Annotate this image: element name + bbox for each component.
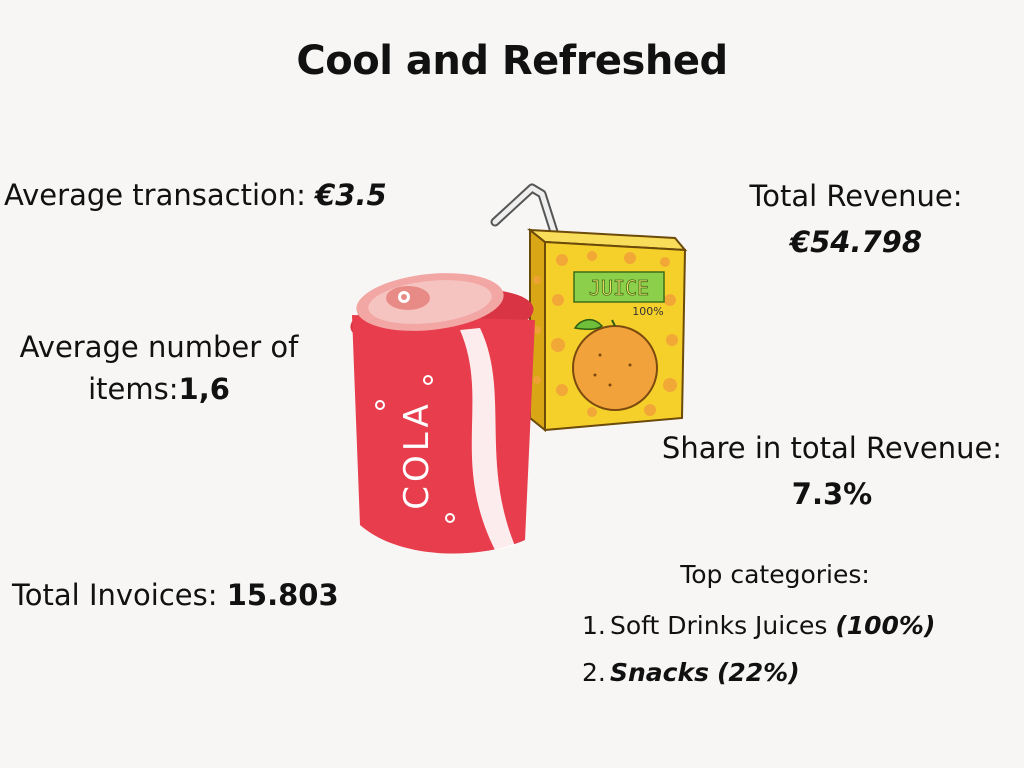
page-title: Cool and Refreshed xyxy=(296,38,728,84)
top-categories-title: Top categories: xyxy=(680,560,870,589)
total-revenue-value: €54.798 xyxy=(789,225,923,260)
list-item-name: Snacks xyxy=(610,658,709,687)
average-transaction-label: Average transaction: xyxy=(4,178,316,212)
average-items-label-line1: Average number of xyxy=(19,330,299,364)
list-item-number: 1. xyxy=(582,611,606,640)
average-transaction-value: €3.5 xyxy=(315,178,387,212)
total-invoices-value: 15.803 xyxy=(226,578,339,612)
list-item-pct: (22%) xyxy=(716,658,800,687)
drinks-illustration: JUICE 100% COLA xyxy=(350,183,688,554)
share-revenue-value: 7.3% xyxy=(791,477,873,512)
total-invoices-label: Total Invoices: xyxy=(12,578,227,612)
list-item-number: 2. xyxy=(582,658,606,687)
total-revenue: Total Revenue: €54.798 xyxy=(730,173,982,266)
average-transaction: Average transaction: €3.5 xyxy=(4,174,387,216)
list-item-name: Soft Drinks Juices xyxy=(610,611,828,640)
top-categories-list: 1. Soft Drinks Juices (100%) 2. Snacks (… xyxy=(582,602,935,696)
juice-percent: 100% xyxy=(632,305,663,318)
average-items-label-line2: items: xyxy=(88,372,179,407)
average-items-value: 1,6 xyxy=(178,372,230,407)
cola-can-icon: COLA xyxy=(350,273,535,554)
juice-box-icon: JUICE 100% xyxy=(490,183,688,433)
list-item-pct: (100%) xyxy=(835,611,936,640)
average-items: Average number of items:1,6 xyxy=(0,326,318,410)
share-revenue: Share in total Revenue: 7.3% xyxy=(640,425,1024,518)
list-item: 2. Snacks (22%) xyxy=(582,649,935,696)
total-invoices: Total Invoices: 15.803 xyxy=(12,574,339,616)
can-text: COLA xyxy=(397,400,437,509)
share-revenue-label: Share in total Revenue: xyxy=(661,431,1003,465)
total-revenue-label: Total Revenue: xyxy=(749,179,963,213)
list-item: 1. Soft Drinks Juices (100%) xyxy=(582,602,935,649)
juice-label: JUICE xyxy=(589,276,649,300)
